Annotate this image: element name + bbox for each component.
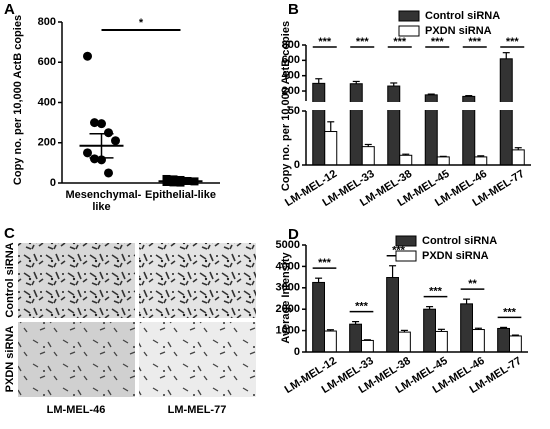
y-tick-label: 200: [282, 85, 300, 97]
data-point: [111, 136, 120, 146]
y-tick-label: 0: [50, 177, 56, 189]
y-axis-label: Average Intensity: [280, 251, 292, 343]
micrograph-texture: [18, 322, 135, 397]
data-point: [90, 118, 99, 128]
y-axis-label: Copy no. per 10,000 ActB copies: [280, 21, 292, 191]
bar: [387, 85, 401, 166]
significance-label: ***: [393, 36, 407, 48]
bar: [324, 330, 337, 353]
legend-label: Control siRNA: [425, 10, 500, 22]
bar: [436, 156, 450, 166]
bar: [312, 281, 326, 353]
significance-label: ***: [355, 301, 369, 313]
bar: [398, 331, 411, 353]
bar: [511, 149, 525, 166]
significance-label: *: [139, 17, 144, 29]
significance-label: ***: [431, 36, 445, 48]
y-tick-label: 50: [288, 105, 300, 117]
column-label: LM-MEL-77: [168, 404, 227, 416]
y-tick-label: 3000: [276, 282, 300, 294]
significance-label: **: [468, 278, 477, 290]
image-panel: C Control siRNA PXDN siRNA LM-MEL-46 LM-…: [4, 225, 256, 416]
y-tick-label: 0: [294, 159, 300, 171]
y-tick-label: 600: [282, 54, 300, 66]
significance-label: ***: [356, 36, 370, 48]
panel-letter: D: [288, 226, 299, 243]
bar: [361, 339, 374, 353]
panel-letter: C: [4, 225, 15, 242]
bar: [460, 303, 474, 353]
panel-letter: A: [4, 1, 15, 18]
data-point: [104, 168, 113, 178]
axis-break: [298, 102, 533, 110]
data-point: [97, 119, 106, 129]
micrograph-texture: [18, 243, 135, 318]
data-point: [83, 148, 92, 158]
bar: [472, 329, 485, 353]
bar: [399, 154, 413, 166]
significance-label: ***: [503, 306, 517, 318]
significance-label: ***: [468, 36, 482, 48]
y-tick-label: 400: [38, 96, 56, 108]
x-tick-label-box: Epithelial-like: [145, 189, 216, 201]
y-tick-label: 400: [282, 70, 300, 82]
bar: [324, 131, 338, 166]
bar: [435, 330, 448, 353]
bar: [349, 323, 363, 353]
legend-swatch: [395, 250, 417, 262]
bar: [312, 82, 326, 166]
legend-swatch: [395, 235, 417, 247]
legend-swatch: [398, 25, 420, 37]
legend-label: PXDN siRNA: [425, 25, 492, 37]
bar: [386, 277, 400, 353]
data-point: [90, 154, 99, 164]
bar: [474, 156, 488, 166]
bar: [509, 335, 522, 353]
bar: [423, 308, 437, 353]
x-tick-label-box: Mesenchymal-like: [65, 189, 142, 213]
y-tick-label: 1000: [276, 325, 300, 337]
data-point: [104, 128, 113, 138]
micrograph-texture: [139, 243, 256, 318]
bar: [349, 83, 363, 166]
data-point: [176, 178, 185, 187]
significance-label: ***: [318, 36, 332, 48]
significance-label: ***: [429, 286, 443, 298]
row-label: Control siRNA: [4, 242, 16, 317]
y-axis-label: Copy no. per 10,000 ActB copies: [12, 15, 24, 185]
legend-label: Control siRNA: [422, 235, 497, 247]
y-tick-label: 600: [38, 56, 56, 68]
legend-label: PXDN siRNA: [422, 250, 489, 262]
significance-label: ***: [506, 36, 520, 48]
y-tick-label: 200: [38, 137, 56, 149]
significance-label: ***: [318, 257, 332, 269]
legend-swatch: [398, 10, 420, 22]
bar: [361, 146, 375, 166]
bar: [497, 327, 511, 353]
y-tick-label: 4000: [276, 260, 300, 272]
y-tick-label: 800: [38, 16, 56, 28]
y-tick-label: 800: [282, 39, 300, 51]
panel-letter: B: [288, 1, 299, 18]
bar: [499, 58, 513, 166]
micrograph-texture: [139, 322, 256, 397]
row-label: PXDN siRNA: [4, 326, 16, 393]
x-tick-label: Mesenchymal-like: [65, 189, 142, 213]
y-tick-label: 5000: [276, 239, 300, 251]
data-point: [83, 51, 92, 61]
x-tick-label: Epithelial-like: [145, 189, 216, 201]
column-label: LM-MEL-46: [47, 404, 106, 416]
y-tick-label: 0: [294, 346, 300, 358]
y-tick-label: 2000: [276, 303, 300, 315]
